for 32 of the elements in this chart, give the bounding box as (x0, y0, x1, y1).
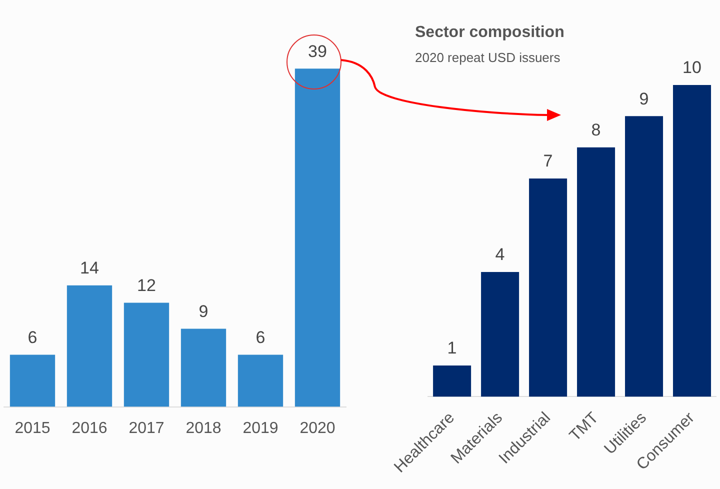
x-tick-label: 2017 (128, 420, 164, 437)
data-label: 6 (256, 328, 266, 347)
bar (66, 285, 112, 407)
bar (180, 328, 226, 407)
data-label: 9 (198, 302, 208, 321)
chart-title: Sector composition (415, 24, 564, 42)
bar (10, 354, 56, 407)
bar (481, 272, 520, 397)
data-label: 39 (308, 42, 327, 61)
x-tick-label: 2018 (186, 420, 222, 437)
chart-subtitle: 2020 repeat USD issuers (415, 50, 560, 65)
data-label: 1 (447, 338, 457, 358)
bar (294, 68, 340, 407)
bar (433, 366, 472, 397)
data-label: 6 (28, 328, 38, 347)
data-label: 12 (137, 276, 156, 295)
bar (577, 147, 616, 397)
data-label: 7 (543, 152, 553, 171)
x-tick-label: 2019 (242, 420, 278, 437)
x-tick-label: 2015 (14, 420, 50, 437)
data-label: 9 (639, 89, 649, 108)
x-tick-label: 2016 (72, 420, 108, 437)
data-label: 4 (495, 245, 505, 264)
x-tick-label: 2020 (300, 420, 336, 437)
data-label: 8 (591, 120, 601, 140)
bar (529, 178, 568, 397)
data-label: 14 (80, 258, 99, 278)
bar (625, 116, 664, 397)
bar (124, 302, 170, 407)
bar (238, 354, 284, 407)
bar (673, 85, 712, 397)
data-label: 10 (682, 58, 702, 78)
